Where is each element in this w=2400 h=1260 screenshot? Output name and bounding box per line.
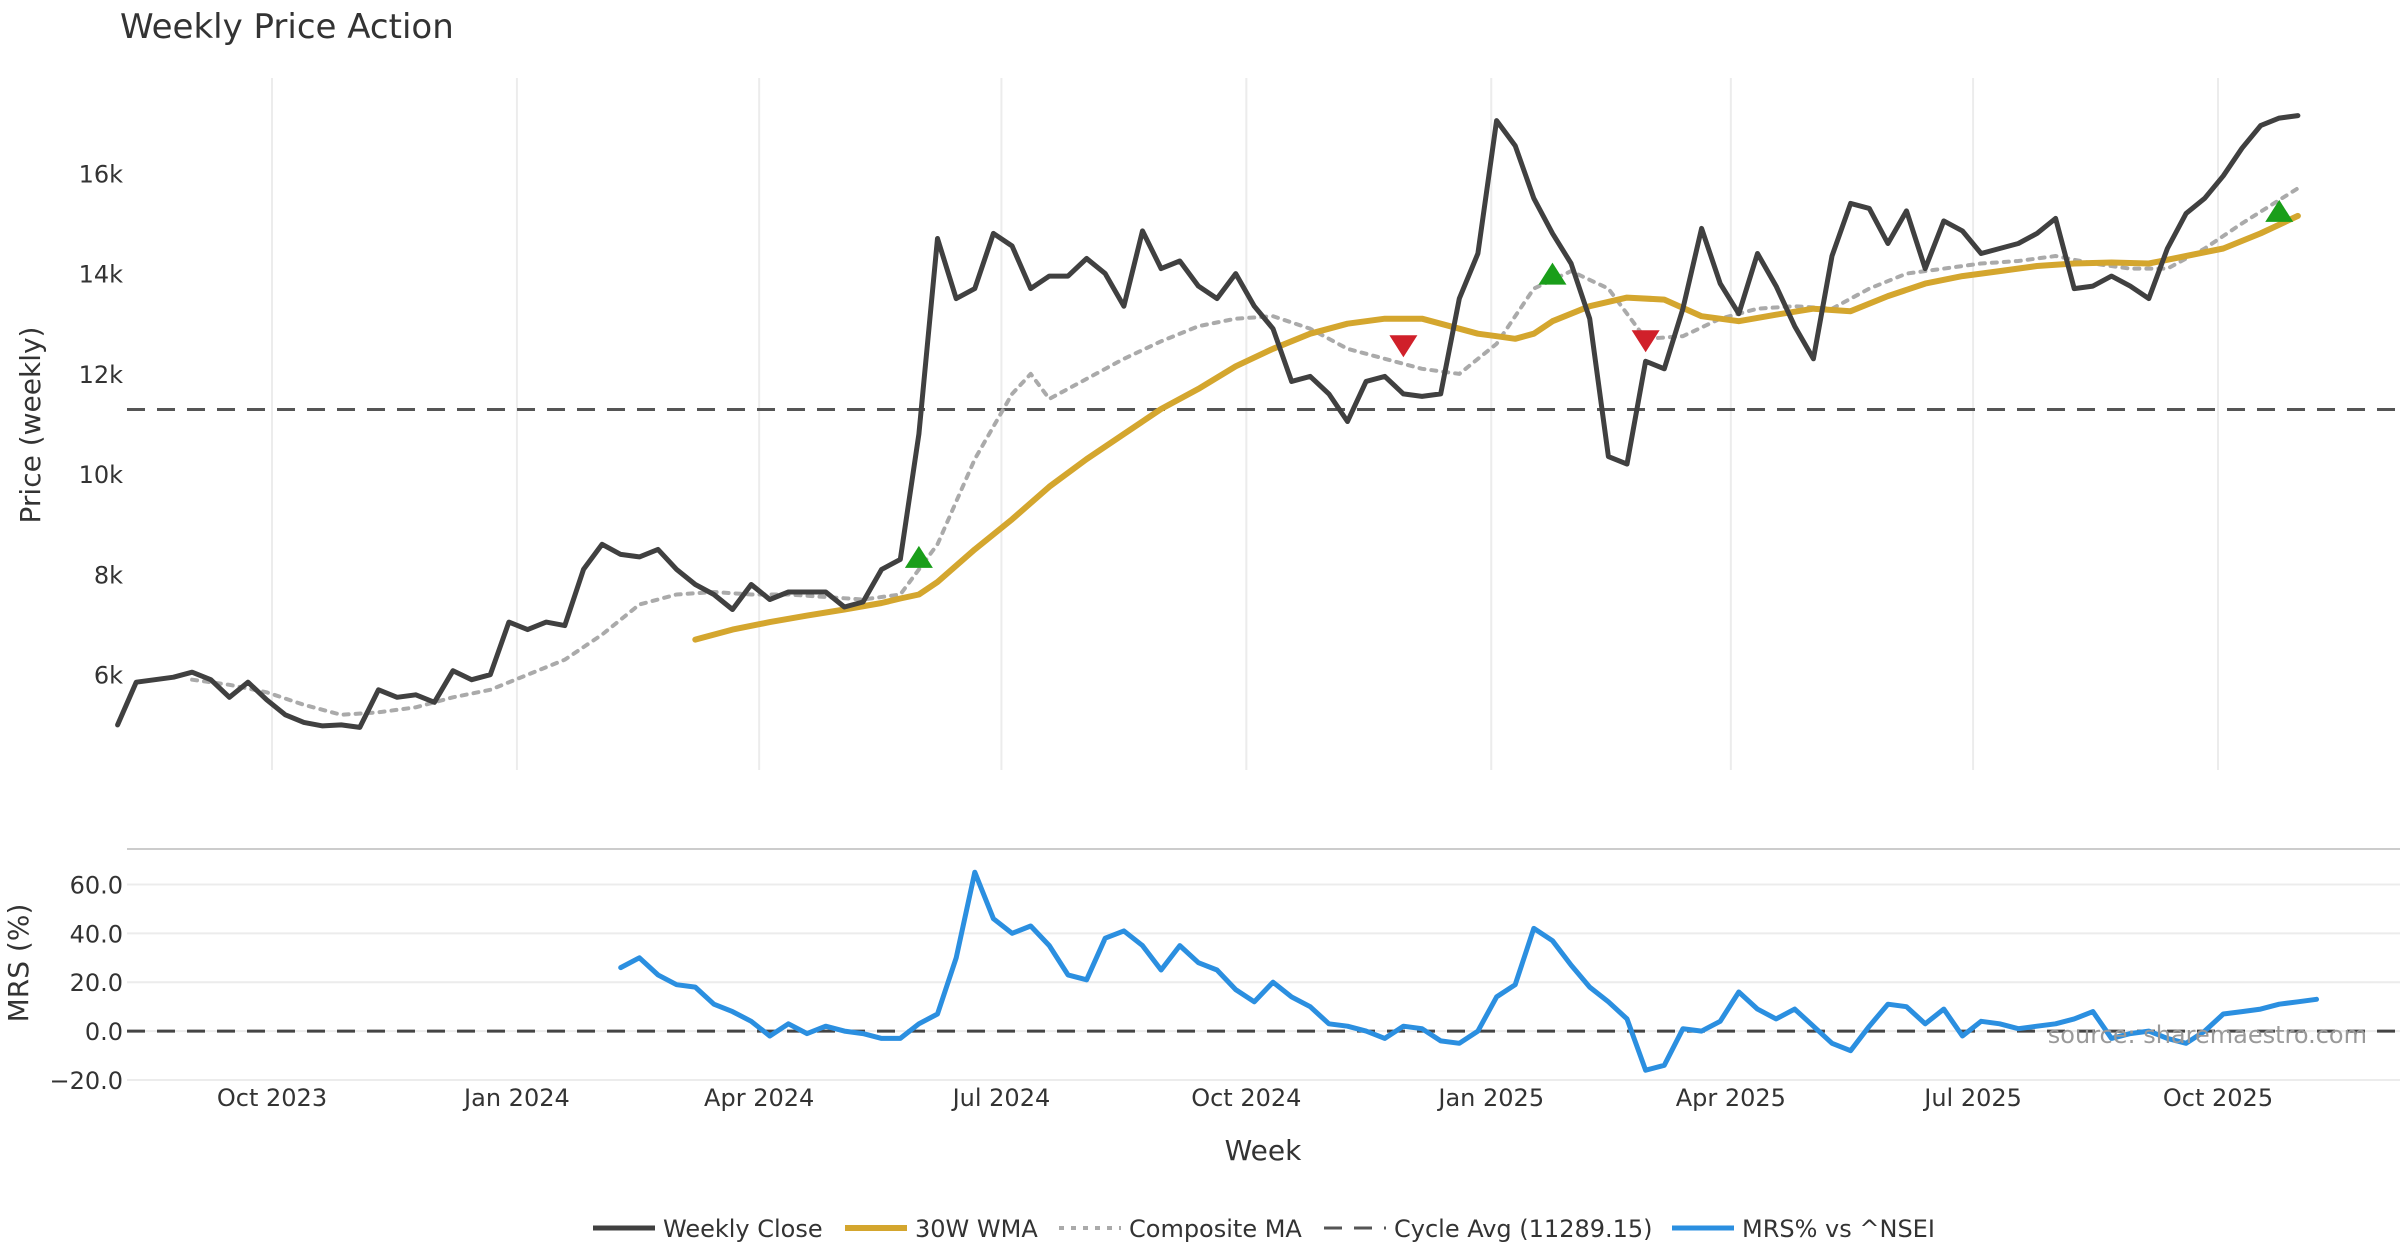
series-30w-wma — [692, 212, 2301, 643]
x-tick-label: Oct 2025 — [2163, 1084, 2273, 1112]
x-tick-label: Apr 2025 — [1676, 1084, 1786, 1112]
chart-legend: Weekly Close 30W WMA Composite MA Cycle Avg… — [593, 1215, 1935, 1243]
x-axis-ticks: Oct 2023 Jan 2024 Apr 2024 Jul 2024 Oct 2024… — [217, 1084, 2273, 1112]
sell-signal-marker — [1389, 335, 1418, 358]
x-tick-label: Jul 2025 — [1922, 1084, 2022, 1112]
mrs-y-axis-ticks: −20.0 0.0 20.0 40.0 60.0 — [49, 871, 123, 1095]
mrs-panel-grid — [127, 883, 2400, 1081]
buy-signal-marker — [1538, 262, 1567, 285]
sell-signal-marker — [1631, 330, 1660, 353]
legend-label-cycle-avg-11289-15: Cycle Avg (11289.15) — [1394, 1215, 1653, 1243]
x-tick-label: Jan 2024 — [462, 1084, 570, 1112]
legend-label-30w-wma: 30W WMA — [915, 1215, 1038, 1243]
legend-label-composite-ma: Composite MA — [1129, 1215, 1302, 1243]
price-y-tick-label: 12k — [79, 361, 124, 389]
price-panel-grid — [271, 78, 2219, 770]
series-mrs-vs-nsei — [618, 869, 2319, 1073]
mrs-y-tick-label: 0.0 — [85, 1018, 123, 1046]
price-y-tick-label: 8k — [94, 561, 123, 589]
series-composite-ma — [190, 186, 2300, 717]
mrs-y-tick-label: 60.0 — [70, 871, 123, 899]
mrs-y-tick-label: −20.0 — [49, 1067, 123, 1095]
mrs-y-axis-label: MRS (%) — [2, 904, 35, 1023]
price-y-tick-label: 14k — [79, 261, 124, 289]
legend-label-weekly-close: Weekly Close — [663, 1215, 823, 1243]
mrs-series-group — [127, 869, 2400, 1073]
x-tick-label: Jul 2024 — [951, 1084, 1051, 1112]
x-tick-label: Oct 2023 — [217, 1084, 327, 1112]
mrs-y-tick-label: 40.0 — [70, 920, 123, 948]
legend-label-mrs-vs-nsei: MRS% vs ^NSEI — [1742, 1215, 1935, 1243]
x-axis-label: Week — [1225, 1134, 1302, 1167]
buy-signal-marker — [2265, 199, 2294, 222]
signal-markers — [904, 199, 2294, 568]
price-y-tick-label: 16k — [79, 160, 124, 188]
price-y-tick-label: 10k — [79, 461, 124, 489]
price-series-group — [115, 113, 2400, 730]
price-y-tick-label: 6k — [94, 662, 123, 690]
buy-signal-marker — [904, 545, 933, 568]
price-y-axis-ticks: 6k 8k 10k 12k 14k 16k — [79, 160, 124, 689]
x-tick-label: Jan 2025 — [1436, 1084, 1544, 1112]
series-weekly-close — [115, 113, 2301, 730]
price-y-axis-label: Price (weekly) — [14, 327, 47, 524]
chart-title: Weekly Price Action — [120, 7, 454, 47]
source-annotation: source: sharemaestro.com — [2048, 1021, 2367, 1049]
mrs-y-tick-label: 20.0 — [70, 969, 123, 997]
x-tick-label: Oct 2024 — [1191, 1084, 1301, 1112]
x-tick-label: Apr 2024 — [704, 1084, 814, 1112]
